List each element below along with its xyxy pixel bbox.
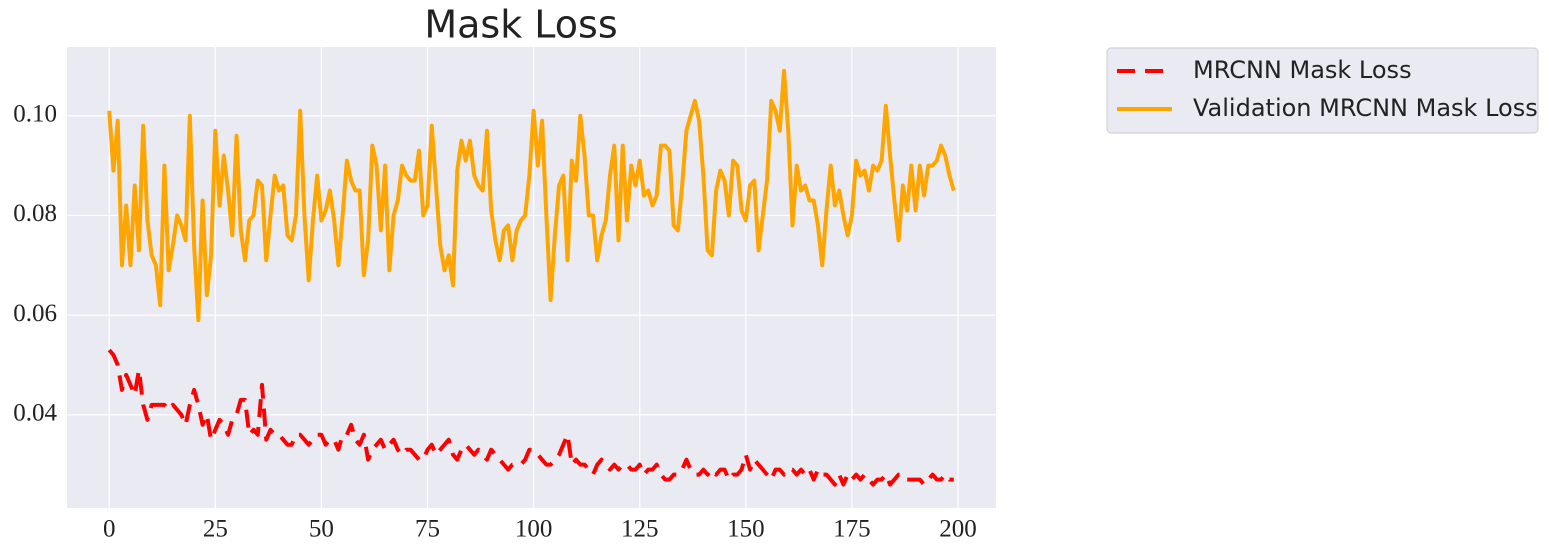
y-tick-label: 0.06	[13, 300, 57, 327]
x-tick-label: 0	[103, 516, 116, 543]
legend-box	[1106, 47, 1539, 134]
y-tick-label: 0.04	[13, 400, 57, 427]
chart-title: Mask Loss	[424, 3, 617, 47]
series-line	[107, 348, 954, 487]
legend-label: Validation MRCNN Mask Loss	[1193, 94, 1538, 122]
x-tick-label: 175	[833, 516, 871, 543]
legend-label: MRCNN Mask Loss	[1193, 56, 1412, 84]
y-tick-label: 0.08	[13, 200, 57, 227]
x-tick-label: 125	[621, 516, 659, 543]
x-tick-label: 100	[515, 516, 553, 543]
x-tick-label: 75	[415, 516, 440, 543]
x-tick-label: 50	[309, 516, 334, 543]
legend: MRCNN Mask Loss Validation MRCNN Mask Los…	[1106, 47, 1539, 134]
x-tick-label: 200	[939, 516, 977, 543]
x-tick-label: 150	[727, 516, 765, 543]
x-tick-label: 25	[203, 516, 228, 543]
series-line	[107, 68, 956, 323]
y-tick-label: 0.10	[13, 101, 57, 128]
